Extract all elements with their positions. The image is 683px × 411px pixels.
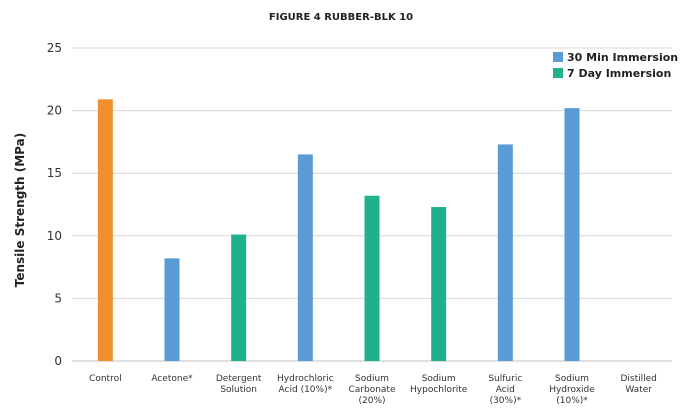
legend-swatch-1 (553, 68, 563, 78)
x-tick-3: Hydrochloric Acid (10%)* (277, 374, 334, 395)
x-tick-labels: Control Acetone* Detergent Solution Hydrochl… (89, 374, 657, 406)
y-tick-5: 5 (54, 291, 62, 305)
bar-series1-5 (431, 207, 447, 361)
bar-series0-1 (164, 258, 180, 361)
y-tick-20: 20 (47, 104, 62, 118)
x-tick-5: Sodium Hypochlorite (410, 374, 468, 395)
x-tick-7: Sodium Hydroxide (10%)* (549, 374, 595, 406)
bar-series1-4 (364, 195, 380, 361)
bar-series0-7 (564, 108, 580, 361)
chart-title: FIGURE 4 RUBBER-BLK 10 (269, 12, 413, 23)
bar-control (97, 99, 113, 361)
x-tick-4: Sodium Carbonate (20%) (348, 374, 395, 406)
bars (97, 99, 580, 361)
y-tick-0: 0 (54, 354, 62, 368)
y-tick-25: 25 (47, 41, 62, 55)
x-tick-8: Distilled Water (620, 374, 656, 395)
bar-series1-2 (231, 234, 247, 361)
x-tick-6: Sulfuric Acid (30%)* (488, 374, 522, 406)
legend-swatch-0 (553, 52, 563, 62)
x-tick-0: Control (89, 374, 122, 384)
y-axis-label: Tensile Strength (MPa) (13, 133, 27, 287)
bar-series0-6 (497, 144, 513, 361)
legend-label-0: 30 Min Immersion (567, 51, 678, 64)
x-tick-1: Acetone* (151, 374, 193, 384)
bar-series0-3 (297, 154, 313, 361)
y-tick-labels: 0 5 10 15 20 25 (47, 41, 62, 368)
legend-label-1: 7 Day Immersion (567, 67, 671, 80)
legend: 30 Min Immersion 7 Day Immersion (553, 51, 678, 80)
y-tick-15: 15 (47, 166, 62, 180)
x-tick-2: Detergent Solution (216, 374, 262, 395)
y-tick-10: 10 (47, 229, 62, 243)
